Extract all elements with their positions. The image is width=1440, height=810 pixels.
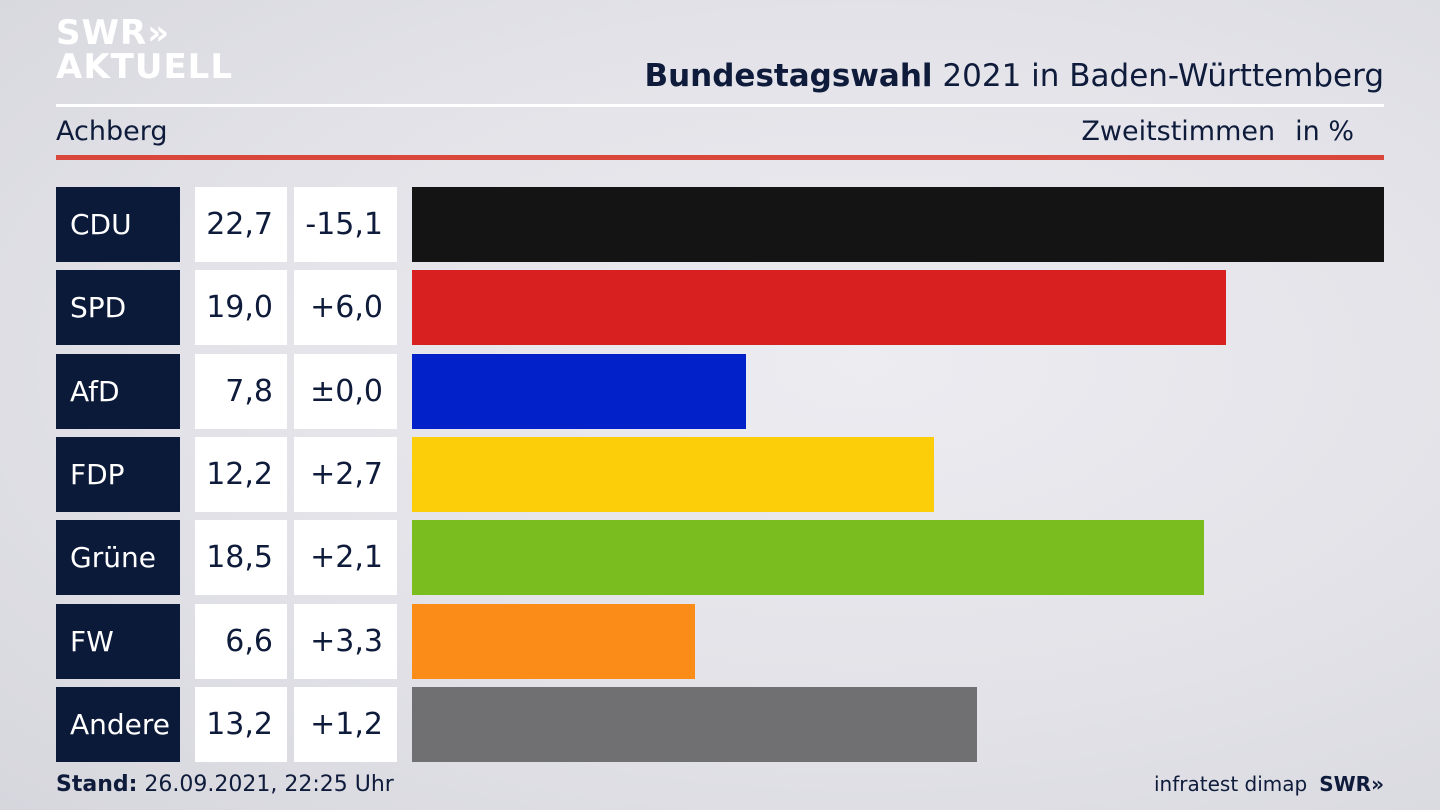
chart-title-rest: 2021 in Baden-Württemberg xyxy=(932,58,1384,94)
vote-change-value: -15,1 xyxy=(294,187,397,262)
chart-title: Bundestagswahl 2021 in Baden-Württemberg xyxy=(644,58,1384,94)
source-name: infratest dimap xyxy=(1154,772,1308,796)
bar-row-grüne: Grüne 18,5 +2,1 xyxy=(56,520,1384,595)
party-label: FDP xyxy=(56,437,180,512)
header-divider xyxy=(56,104,1384,107)
vote-change-value: +3,3 xyxy=(294,604,397,679)
party-label: AfD xyxy=(56,354,180,429)
vote-share-value: 19,0 xyxy=(195,270,287,345)
vote-share-value: 22,7 xyxy=(195,187,287,262)
swr-footer-logo: SWR» xyxy=(1319,772,1384,796)
vote-share-value: 13,2 xyxy=(195,687,287,762)
swr-aktuell-logo: SWR» AKTUELL xyxy=(56,16,233,84)
bar-row-andere: Andere 13,2 +1,2 xyxy=(56,687,1384,762)
timestamp-value: 26.09.2021, 22:25 Uhr xyxy=(137,772,394,797)
measure-name: Zweitstimmen xyxy=(1081,116,1276,147)
timestamp-label: Stand: xyxy=(56,772,138,797)
accent-divider xyxy=(56,155,1384,160)
bar-row-cdu: CDU 22,7 -15,1 xyxy=(56,187,1384,262)
bar-row-fdp: FDP 12,2 +2,7 xyxy=(56,437,1384,512)
bar-fdp xyxy=(412,437,934,512)
measure-unit: in % xyxy=(1295,116,1354,147)
source-credit: infratest dimap SWR» xyxy=(1154,772,1384,796)
vote-change-value: +2,1 xyxy=(294,520,397,595)
party-label: SPD xyxy=(56,270,180,345)
chart-title-bold: Bundestagswahl xyxy=(644,58,933,94)
vote-share-value: 7,8 xyxy=(195,354,287,429)
party-label: FW xyxy=(56,604,180,679)
vote-share-value: 18,5 xyxy=(195,520,287,595)
party-label: Andere xyxy=(56,687,180,762)
vote-share-value: 12,2 xyxy=(195,437,287,512)
region-label: Achberg xyxy=(56,116,168,147)
vote-change-value: +6,0 xyxy=(294,270,397,345)
bar-row-fw: FW 6,6 +3,3 xyxy=(56,604,1384,679)
party-label: CDU xyxy=(56,187,180,262)
vote-change-value: +1,2 xyxy=(294,687,397,762)
bar-grüne xyxy=(412,520,1204,595)
logo-aktuell: AKTUELL xyxy=(56,47,234,87)
measure-label: Zweitstimmen in % xyxy=(1081,116,1354,147)
timestamp: Stand: 26.09.2021, 22:25 Uhr xyxy=(56,772,394,797)
vote-change-value: +2,7 xyxy=(294,437,397,512)
vote-share-value: 6,6 xyxy=(195,604,287,679)
vote-change-value: ±0,0 xyxy=(294,354,397,429)
bar-fw xyxy=(412,604,695,679)
logo-swr: SWR xyxy=(56,13,148,53)
bar-cdu xyxy=(412,187,1384,262)
bar-afd xyxy=(412,354,746,429)
bar-row-afd: AfD 7,8 ±0,0 xyxy=(56,354,1384,429)
bar-row-spd: SPD 19,0 +6,0 xyxy=(56,270,1384,345)
party-label: Grüne xyxy=(56,520,180,595)
bar-spd xyxy=(412,270,1226,345)
bar-andere xyxy=(412,687,977,762)
